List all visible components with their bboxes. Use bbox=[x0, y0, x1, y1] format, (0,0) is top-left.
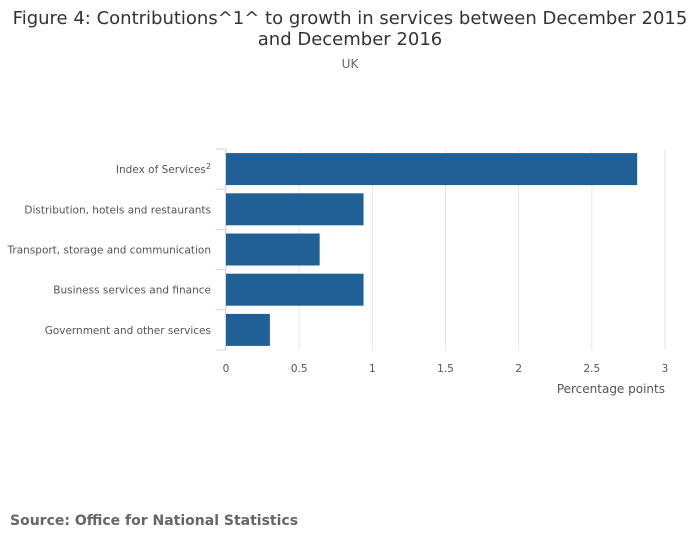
bar bbox=[226, 233, 320, 266]
category-label: Business services and finance bbox=[53, 285, 211, 297]
source-note: Source: Office for National Statistics bbox=[10, 513, 299, 529]
x-tick-label: 1.5 bbox=[437, 363, 454, 375]
bar bbox=[226, 313, 270, 346]
chart-title: Figure 4: Contributions^1^ to growth in … bbox=[0, 8, 700, 50]
bar bbox=[226, 153, 638, 186]
x-tick-label: 0.5 bbox=[291, 363, 308, 375]
chart-title-line-2: and December 2016 bbox=[257, 29, 443, 50]
category-label: Transport, storage and communication bbox=[7, 245, 211, 257]
bar bbox=[226, 193, 364, 226]
x-tick-label: 3 bbox=[662, 363, 669, 375]
category-label: Index of Services2 bbox=[116, 162, 211, 176]
chart-title-line-1: Figure 4: Contributions^1^ to growth in … bbox=[12, 8, 688, 29]
chart-subtitle: UK bbox=[341, 57, 359, 71]
x-tick-label: 2.5 bbox=[583, 363, 600, 375]
x-tick-label: 0 bbox=[223, 363, 230, 375]
x-tick-label: 1 bbox=[369, 363, 376, 375]
bar bbox=[226, 273, 364, 306]
x-tick-label: 2 bbox=[515, 363, 522, 375]
category-label: Distribution, hotels and restaurants bbox=[24, 204, 211, 216]
category-label: Government and other services bbox=[45, 325, 211, 337]
x-axis-title: Percentage points bbox=[557, 382, 665, 396]
